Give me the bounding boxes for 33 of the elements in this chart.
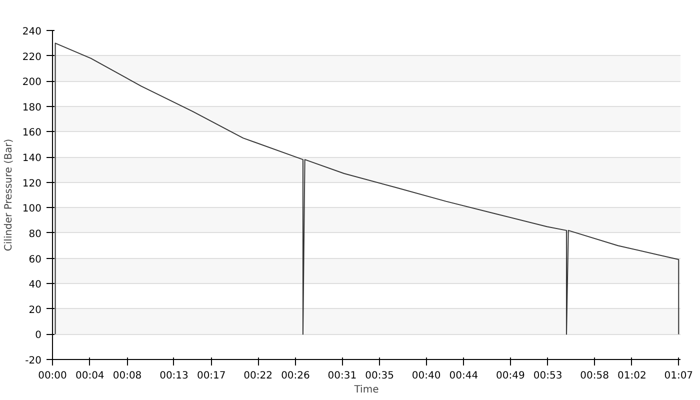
y-tick-label: 60 (28, 254, 42, 266)
y-tick-label: 80 (28, 228, 42, 240)
y-tick-label: 220 (22, 52, 42, 63)
y-tick-label: -20 (25, 356, 42, 366)
y-tick-label: 160 (22, 128, 42, 139)
x-tick-label: 00:49 (496, 370, 525, 382)
x-tick-label: 00:44 (449, 370, 478, 382)
y-tick-label: 100 (22, 204, 42, 215)
x-tick-label: 00:04 (75, 370, 104, 382)
x-tick-label: 00:22 (244, 370, 273, 382)
y-tick-label: 0 (35, 330, 42, 342)
x-tick-label: 00:00 (38, 370, 67, 382)
x-tick-label: 01:02 (617, 370, 646, 382)
x-tick-label: 00:13 (160, 370, 188, 382)
y-tick-label: 140 (22, 153, 42, 164)
x-tick-label: 00:31 (328, 370, 357, 382)
x-tick-label: 00:35 (365, 370, 394, 382)
y-tick-label: 40 (28, 280, 42, 291)
x-tick-label: 00:40 (412, 370, 441, 382)
y-tick-label: 180 (22, 102, 42, 114)
line-series (54, 42, 680, 335)
x-tick-label: 00:58 (580, 370, 609, 382)
x-tick-label: 01:07 (664, 370, 694, 382)
y-tick-label: 20 (28, 304, 42, 316)
y-tick-label: 240 (22, 26, 42, 38)
x-tick-label: 00:17 (196, 370, 226, 382)
y-tick-label: 120 (22, 178, 42, 190)
x-tick-label: 00:26 (281, 370, 310, 382)
y-axis-title: Cilinder Pressure (Bar) (3, 138, 14, 252)
x-tick-label: 00:53 (533, 370, 562, 382)
y-tick-label: 200 (22, 77, 42, 88)
x-axis-title: Time (353, 384, 379, 396)
x-tick-label: 00:08 (112, 370, 142, 382)
